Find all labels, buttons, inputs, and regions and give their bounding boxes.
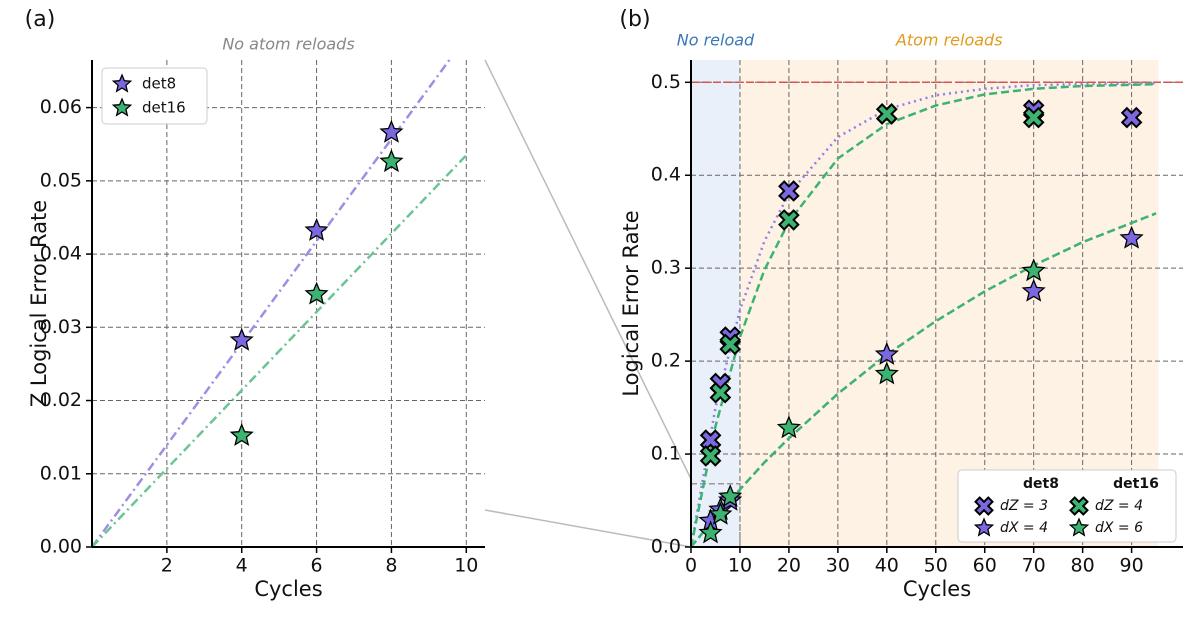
legend-marker: [1069, 496, 1089, 516]
zoom-connector: [484, 509, 692, 548]
y-tick-label: 0.4: [651, 164, 681, 186]
cross-marker: [1120, 106, 1143, 129]
y-tick-label: 0.2: [651, 350, 681, 372]
y-tick-label: 0.0: [651, 536, 681, 558]
x-tick-label: 60: [973, 555, 997, 577]
fit-line: [91, 154, 468, 548]
star-marker: [304, 281, 329, 305]
x-tick-label: 4: [236, 555, 248, 577]
y-tick-label: 0.00: [40, 536, 82, 558]
y-axis-label: Z Logical Error Rate: [27, 200, 51, 407]
y-tick-label: 0.1: [651, 443, 681, 465]
panel-label: (b): [619, 7, 650, 32]
fit-line: [690, 212, 1157, 548]
fit-line: [689, 82, 1157, 548]
legend-marker: [111, 97, 133, 117]
star-marker: [229, 423, 254, 446]
x-tick-label: 2: [161, 555, 173, 577]
x-tick-label: 90: [1120, 555, 1144, 577]
region-shading: [691, 60, 740, 547]
legend-group-title: det16: [1113, 476, 1159, 492]
y-tick-label: 0.04: [40, 243, 82, 265]
star-marker: [379, 149, 404, 173]
y-tick-label: 0.05: [40, 169, 82, 191]
y-tick-label: 0.3: [651, 257, 681, 279]
x-tick-label: 0: [685, 555, 697, 577]
cross-marker: [1022, 106, 1045, 129]
fit-line: [90, 59, 451, 548]
star-marker: [304, 217, 329, 241]
x-tick-label: 8: [385, 555, 397, 577]
panel-label: (a): [25, 7, 56, 32]
x-tick-label: 6: [311, 555, 323, 577]
x-tick-label: 10: [454, 555, 478, 577]
legend-marker: [1068, 517, 1090, 537]
cross-marker: [699, 445, 722, 467]
legend-label: dX = 4: [1000, 520, 1048, 536]
star-marker: [718, 484, 743, 508]
star-marker: [874, 361, 899, 385]
x-axis-label: Cycles: [254, 577, 322, 601]
x-tick-label: 30: [826, 555, 850, 577]
y-tick-label: 0.5: [651, 71, 681, 93]
legend-label: dZ = 4: [1095, 498, 1143, 514]
x-tick-label: 20: [777, 555, 801, 577]
star-marker: [1119, 225, 1144, 249]
star-marker: [874, 341, 899, 365]
star-marker: [708, 501, 733, 525]
star-marker: [776, 415, 802, 439]
region-label: Atom reloads: [895, 31, 1003, 50]
star-marker: [698, 520, 723, 544]
region-label: No reload: [677, 31, 755, 50]
star-marker: [229, 327, 254, 351]
x-tick-label: 40: [875, 555, 899, 577]
y-axis-label: Logical Error Rate: [619, 210, 643, 396]
legend-group-title: det8: [1023, 476, 1059, 492]
legend-box: [957, 469, 1177, 543]
chart-title: No atom reloads: [222, 35, 354, 54]
y-tick-label: 0.06: [40, 96, 82, 118]
y-tick-label: 0.02: [40, 389, 82, 411]
y-tick-label: 0.03: [40, 316, 82, 338]
star-marker: [1021, 278, 1046, 302]
legend-label: det16: [142, 99, 186, 117]
star-marker: [1021, 258, 1046, 282]
star-marker: [379, 119, 404, 143]
cross-marker: [875, 103, 898, 125]
legend-label: det8: [142, 75, 176, 93]
legend-marker: [111, 73, 133, 93]
cross-marker: [778, 209, 800, 231]
cross-marker: [709, 381, 732, 404]
zoom-connector: [484, 59, 692, 480]
x-axis-label: Cycles: [903, 577, 971, 601]
x-tick-label: 80: [1071, 555, 1095, 577]
cross-marker: [719, 333, 742, 356]
x-tick-label: 70: [1022, 555, 1046, 577]
y-tick-label: 0.01: [40, 462, 82, 484]
legend-marker: [974, 496, 994, 516]
x-tick-label: 10: [728, 555, 752, 577]
legend-marker: [973, 517, 995, 537]
region-shading: [739, 60, 1159, 547]
x-tick-label: 50: [924, 555, 948, 577]
cross-marker: [778, 180, 800, 202]
cross-marker: [699, 429, 722, 451]
legend-label: dX = 6: [1095, 520, 1143, 536]
legend-label: dZ = 3: [1000, 498, 1048, 514]
